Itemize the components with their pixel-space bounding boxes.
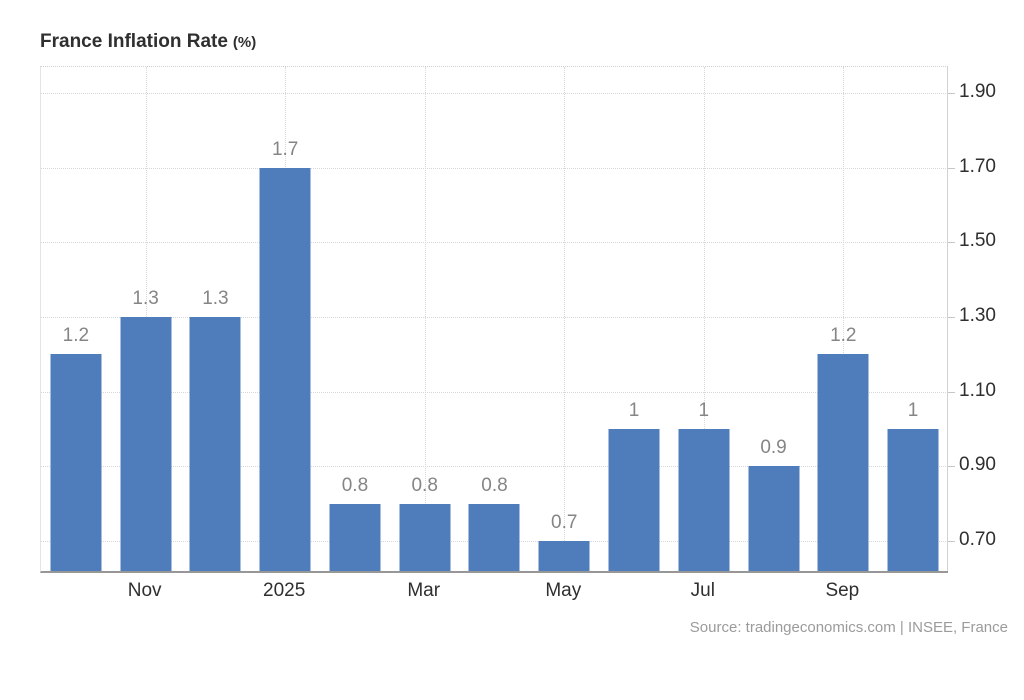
bar-slot: 0.9 — [739, 67, 809, 571]
bar[interactable] — [259, 167, 311, 571]
y-axis-label: 1.30 — [959, 305, 996, 327]
chart-title-text: France Inflation Rate — [40, 31, 228, 52]
bar-slot: 1 — [599, 67, 669, 571]
y-axis-label: 1.10 — [959, 379, 996, 401]
h-gridline — [41, 93, 948, 95]
bar-value-label: 0.8 — [411, 474, 438, 496]
bar-value-label: 1 — [698, 400, 710, 422]
bar-value-label: 1.2 — [830, 325, 857, 347]
x-axis-label: Jul — [690, 580, 715, 601]
y-axis-label: 1.50 — [959, 230, 996, 252]
y-axis-tick — [948, 466, 955, 468]
h-gridline — [41, 466, 948, 468]
bar[interactable] — [120, 317, 172, 571]
y-axis-label: 1.90 — [959, 81, 996, 103]
bar-value-label: 1.2 — [62, 325, 90, 347]
source-credit: Source: tradingeconomics.com | INSEE, Fr… — [689, 619, 1008, 636]
bar-slot: 1.3 — [111, 67, 181, 571]
bar[interactable] — [538, 541, 590, 571]
chart-title-unit: (%) — [232, 34, 257, 51]
chart-title: France Inflation Rate (%) — [40, 31, 256, 53]
x-axis-labels: Nov 2025 Mar May Jul Sep — [40, 578, 947, 604]
bars-container: 1.2 1.3 1.3 1.7 0.8 0.8 0.8 0.7 1 1 0.9 1.2 1 — [41, 67, 948, 571]
y-axis-label: 0.90 — [959, 454, 996, 476]
x-axis-label: 2025 — [263, 580, 306, 601]
y-axis-tick — [948, 541, 955, 543]
bar[interactable] — [678, 429, 730, 571]
bar-value-label: 0.9 — [760, 437, 787, 459]
bar-slot: 0.8 — [390, 67, 460, 571]
v-gridline — [843, 67, 845, 571]
bar-slot: 0.8 — [460, 67, 530, 571]
bar[interactable] — [50, 354, 102, 571]
bar[interactable] — [748, 466, 800, 571]
bar[interactable] — [189, 317, 241, 571]
bar-slot: 1.2 — [808, 67, 878, 571]
y-axis-line — [947, 67, 948, 571]
bar-slot: 0.7 — [529, 67, 599, 571]
bar-value-label: 1.3 — [202, 288, 229, 310]
bar-value-label: 0.8 — [341, 474, 369, 496]
h-gridline — [41, 242, 948, 244]
bar[interactable] — [399, 503, 451, 571]
v-gridline — [424, 67, 426, 571]
x-axis-label: Mar — [407, 580, 441, 601]
bar-value-label: 1.3 — [132, 288, 159, 310]
y-axis-tick — [948, 93, 955, 95]
bar-value-label: 0.7 — [551, 512, 578, 534]
bar-value-label: 0.8 — [481, 474, 508, 496]
v-gridline — [564, 67, 566, 571]
bar-slot: 1 — [669, 67, 739, 571]
h-gridline — [41, 317, 948, 319]
bar-value-label: 1.7 — [271, 138, 299, 160]
bar-slot: 1.3 — [181, 67, 251, 571]
bar[interactable] — [887, 429, 939, 571]
y-axis-tick — [948, 391, 955, 393]
plot-area: 1.2 1.3 1.3 1.7 0.8 0.8 0.8 0.7 1 1 0.9 1.2 1 — [40, 66, 955, 573]
h-gridline — [41, 167, 948, 169]
x-axis-label: Nov — [127, 580, 162, 601]
v-gridline — [703, 67, 705, 571]
bar-slot: 1.7 — [250, 67, 320, 571]
bar-slot: 1.2 — [41, 67, 111, 571]
h-gridline — [41, 391, 948, 393]
x-axis-label: May — [545, 580, 582, 601]
bar[interactable] — [468, 503, 520, 571]
y-axis-label: 1.70 — [959, 155, 996, 177]
y-axis-labels: 1.90 1.70 1.50 1.30 1.10 0.90 0.70 — [959, 66, 1021, 570]
bar[interactable] — [329, 503, 381, 571]
bar[interactable] — [608, 429, 660, 571]
bar[interactable] — [817, 354, 869, 571]
y-axis-tick — [948, 242, 955, 244]
y-axis-tick — [948, 317, 955, 319]
bar-slot: 0.8 — [320, 67, 390, 571]
bar-value-label: 1 — [628, 400, 640, 422]
y-axis-label: 0.70 — [959, 529, 996, 551]
bar-value-label: 1 — [907, 400, 919, 422]
bar-slot: 1 — [878, 67, 948, 571]
x-axis-label: Sep — [825, 580, 860, 601]
y-axis-tick — [948, 167, 955, 169]
